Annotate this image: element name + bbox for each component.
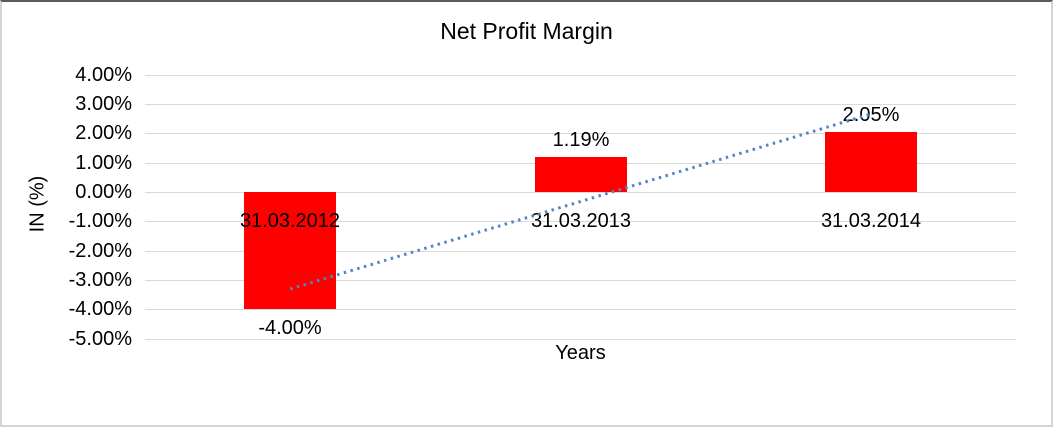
x-axis-title: Years <box>555 342 606 364</box>
category-label: 31.03.2013 <box>530 210 632 232</box>
y-tick-label: -1.00% <box>68 210 132 232</box>
gridline <box>145 309 1016 310</box>
category-label: 31.03.2012 <box>239 210 341 232</box>
y-tick-label: -2.00% <box>68 240 132 262</box>
y-tick-label: -3.00% <box>68 269 132 291</box>
y-tick-label: 4.00% <box>75 64 132 86</box>
y-tick-label: 2.00% <box>75 122 132 144</box>
bar <box>825 132 917 192</box>
y-tick-label: 0.00% <box>75 181 132 203</box>
gridline <box>145 104 1016 105</box>
chart-title: Net Profit Margin <box>440 18 613 44</box>
y-tick-label: 3.00% <box>75 93 132 115</box>
gridline <box>145 339 1016 340</box>
y-tick-label: 1.00% <box>75 152 132 174</box>
value-label: 1.19% <box>552 129 610 151</box>
y-tick-label: -5.00% <box>68 328 132 350</box>
bar <box>535 157 627 192</box>
y-tick-label: -4.00% <box>68 298 132 320</box>
value-label: -4.00% <box>258 317 322 339</box>
category-label: 31.03.2014 <box>820 210 922 232</box>
gridline <box>145 75 1016 76</box>
value-label: 2.05% <box>842 104 900 126</box>
